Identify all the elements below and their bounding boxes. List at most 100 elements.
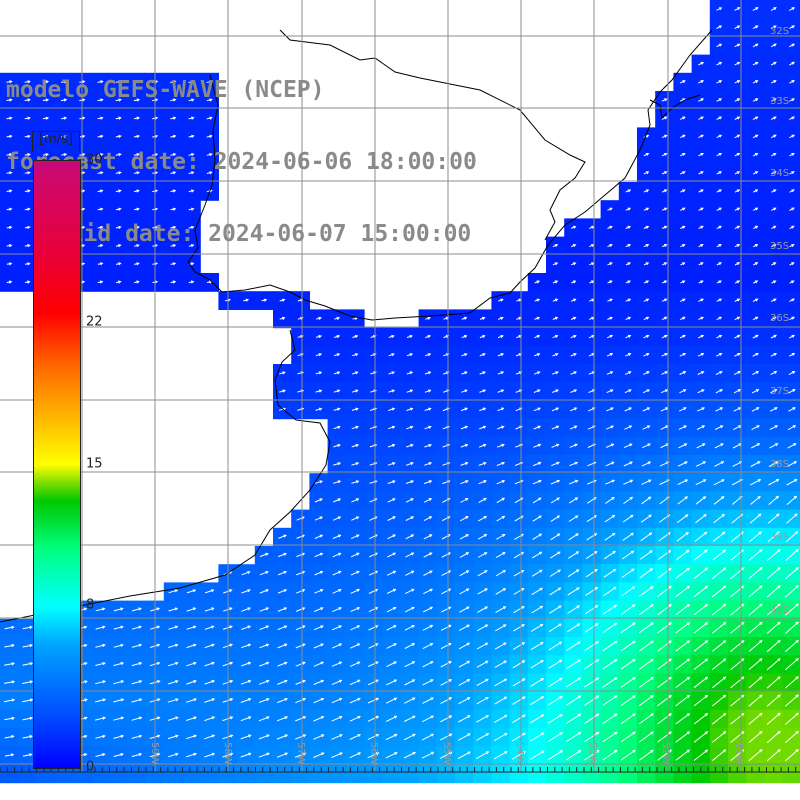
wind-arrow — [788, 371, 796, 376]
wind-arrow — [734, 7, 741, 11]
wind-arrow — [6, 225, 13, 230]
wind-arrow — [711, 694, 727, 707]
wind-speed-cell — [564, 764, 583, 784]
wind-arrow — [770, 98, 777, 102]
wind-arrow — [497, 407, 505, 412]
wind-arrow — [133, 189, 140, 193]
colorbar-tick-label: 22 — [86, 314, 103, 330]
wind-arrow — [406, 407, 414, 411]
wind-arrow — [406, 371, 414, 375]
wind-arrow — [550, 551, 561, 559]
wind-arrow — [622, 514, 634, 523]
wind-arrow — [206, 134, 213, 138]
wind-arrow — [296, 552, 306, 558]
wind-arrow — [387, 552, 397, 558]
wind-arrow — [497, 353, 505, 357]
wind-arrow — [770, 25, 777, 30]
wind-arrow — [766, 585, 781, 598]
wind-arrow — [734, 25, 741, 29]
wind-arrow — [497, 334, 504, 339]
wind-arrow — [331, 734, 343, 740]
wind-arrow — [386, 643, 397, 649]
wind-arrow — [404, 643, 416, 649]
wind-speed-cell — [345, 764, 365, 784]
wind-arrow — [186, 716, 197, 721]
wind-arrow — [333, 389, 341, 393]
wind-arrow — [748, 567, 763, 580]
wind-arrow — [368, 588, 379, 594]
wind-arrow — [460, 498, 469, 503]
wind-arrow — [423, 570, 433, 576]
wind-arrow — [441, 606, 452, 613]
wind-arrow — [623, 496, 634, 505]
wind-arrow — [734, 134, 741, 139]
wind-arrow — [748, 549, 763, 561]
wind-arrow — [387, 480, 396, 484]
wind-arrow — [550, 479, 561, 485]
wind-arrow — [675, 603, 691, 616]
wind-arrow — [42, 80, 50, 84]
longitude-label: 54W — [514, 742, 525, 765]
wind-arrow — [387, 462, 396, 466]
wind-arrow — [660, 389, 669, 394]
wind-arrow — [584, 713, 600, 725]
wind-arrow — [115, 134, 122, 138]
wind-arrow — [512, 714, 526, 724]
wind-arrow — [24, 153, 31, 157]
wind-arrow — [351, 407, 359, 411]
wind-arrow — [404, 625, 416, 631]
wind-arrow — [661, 98, 668, 102]
wind-arrow — [511, 750, 527, 760]
wind-arrow — [657, 713, 672, 725]
wind-arrow — [97, 134, 104, 138]
wind-arrow — [638, 676, 654, 688]
wind-arrow — [789, 207, 795, 211]
wind-arrow — [258, 679, 270, 685]
wind-arrow — [405, 462, 414, 466]
wind-arrow — [734, 171, 741, 175]
wind-arrow — [423, 498, 433, 503]
wind-arrow — [625, 353, 632, 357]
wind-arrow — [368, 570, 379, 576]
wind-arrow — [766, 639, 781, 653]
wind-arrow — [607, 280, 613, 284]
wind-arrow — [603, 586, 617, 597]
wind-arrow — [661, 225, 668, 229]
wind-arrow — [748, 603, 763, 616]
wind-arrow — [24, 98, 31, 102]
wind-arrow — [188, 280, 195, 284]
wind-arrow — [113, 753, 124, 757]
wind-arrow — [313, 697, 325, 704]
wind-arrow — [789, 116, 795, 120]
wind-arrow — [276, 716, 289, 722]
wind-arrow — [638, 713, 654, 725]
wind-arrow — [188, 189, 195, 193]
wind-arrow — [766, 694, 781, 707]
wind-arrow — [625, 189, 632, 193]
wind-arrow — [693, 640, 709, 652]
wind-arrow — [424, 443, 433, 448]
wind-arrow — [385, 715, 398, 722]
wind-arrow — [24, 171, 31, 175]
wind-arrow — [170, 134, 177, 138]
longitude-label: 53W — [587, 742, 598, 765]
wind-arrow — [750, 495, 761, 505]
wind-arrow — [643, 189, 650, 193]
wind-arrow — [552, 353, 559, 357]
wind-arrow — [607, 298, 613, 302]
colorbar-unit-frame — [32, 131, 80, 152]
wind-arrow — [496, 515, 506, 522]
wind-speed-cell — [54, 764, 74, 784]
wind-arrow — [460, 480, 469, 485]
wind-arrow — [333, 480, 342, 484]
wind-arrow — [494, 660, 507, 668]
wind-arrow — [657, 749, 672, 761]
wind-arrow — [786, 479, 798, 486]
wind-arrow — [295, 679, 306, 685]
wind-arrow — [606, 334, 614, 339]
wind-arrow — [459, 552, 470, 558]
wind-speed-cell — [691, 764, 711, 784]
wind-arrow — [458, 679, 471, 686]
wind-arrow — [494, 714, 508, 723]
wind-arrow — [424, 353, 432, 357]
